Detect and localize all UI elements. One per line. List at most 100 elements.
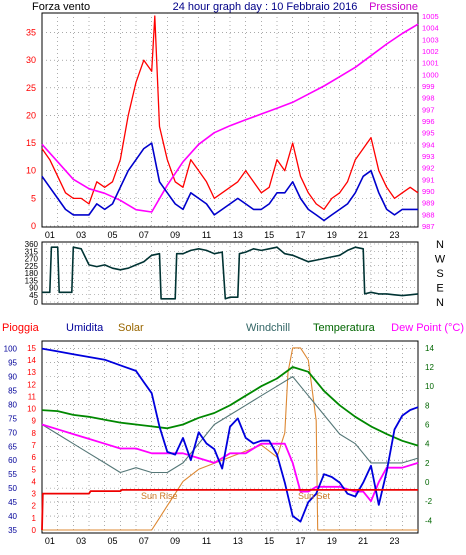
x-tick-label: 11: [202, 230, 211, 240]
rain-y-tick-label: 15: [27, 344, 36, 353]
temperature-y-tick-label: 0: [425, 478, 430, 487]
humidity-y-tick-label: 75: [8, 414, 17, 423]
temperature-y-tick-label: 14: [425, 344, 434, 353]
x-tick-label: 15: [264, 536, 274, 546]
humidity-y-tick-label: 85: [8, 386, 17, 395]
x-tick-label: 13: [233, 230, 243, 240]
pressure-y-tick-label: 999: [422, 82, 435, 91]
sunrise-label: Sun Rise: [141, 491, 178, 501]
humidity-temperature-grid: [42, 341, 418, 533]
solar-label: Solar: [118, 322, 144, 334]
pressure-y-tick-label: 1005: [422, 12, 439, 21]
pressure-y-tick-label: 997: [422, 105, 435, 114]
pressure-y-tick-label: 993: [422, 152, 435, 161]
direction-y-tick-label: 270: [25, 255, 39, 264]
humidity-y-tick-label: 70: [8, 428, 17, 437]
temperature-y-tick-label: 6: [425, 421, 430, 430]
pressure-y-tick-label: 991: [422, 175, 435, 184]
wind-y-tick-label: 35: [26, 28, 36, 38]
pressure-y-tick-label: 1003: [422, 35, 439, 44]
pressure-y-tick-label: 998: [422, 94, 435, 103]
humidity-y-tick-label: 90: [8, 372, 17, 381]
direction-y-tick-label: 90: [29, 284, 38, 293]
pressure-y-tick-label: 992: [422, 164, 435, 173]
x-tick-label: 17: [295, 230, 305, 240]
compass-label: W: [435, 254, 446, 266]
x-tick-label: 07: [139, 230, 149, 240]
x-tick-label: 05: [107, 536, 117, 546]
x-tick-label: 07: [139, 536, 149, 546]
humidity-line: [41, 347, 419, 523]
humidity-y-tick-label: 45: [8, 498, 17, 507]
direction-y-tick-label: 0: [34, 298, 39, 307]
wind-y-tick-label: 10: [26, 166, 36, 176]
temperature-line: [41, 366, 419, 447]
x-tick-label: 09: [170, 230, 180, 240]
pressure-y-tick-label: 1002: [422, 47, 439, 56]
x-tick-label: 17: [295, 536, 305, 546]
x-tick-label: 11: [202, 536, 211, 546]
direction-y-tick-label: 180: [25, 269, 39, 278]
x-tick-label: 19: [327, 536, 337, 546]
temperature-y-tick-label: 4: [425, 440, 430, 449]
x-tick-label: 01: [45, 230, 55, 240]
pressure-y-tick-label: 990: [422, 187, 435, 196]
direction-y-tick-label: 225: [25, 262, 39, 271]
rain-y-tick-label: 9: [32, 417, 37, 426]
wind-y-tick-label: 25: [26, 83, 36, 93]
wind-pressure-grid: [42, 13, 418, 227]
wind-y-tick-label: 0: [31, 221, 36, 231]
wind-y-tick-label: 15: [26, 138, 36, 148]
direction-y-tick-label: 45: [29, 291, 38, 300]
chart-title: 24 hour graph day : 10 Febbraio 2016: [173, 1, 358, 13]
x-tick-label: 21: [358, 230, 368, 240]
wind-y-tick-label: 30: [26, 55, 36, 65]
x-tick-label: 03: [76, 230, 86, 240]
pressure-y-tick-label: 1004: [422, 24, 439, 33]
rain-y-tick-label: 10: [27, 405, 36, 414]
humidity-temperature-series: [41, 347, 419, 531]
compass-label: N: [436, 239, 444, 251]
temperature-label: Temperatura: [313, 322, 376, 334]
rain-y-tick-label: 3: [32, 490, 37, 499]
pressure-line: [41, 23, 419, 213]
compass-label: E: [436, 283, 443, 295]
temperature-y-tick-label: -4: [425, 516, 433, 525]
rain-y-tick-label: 4: [32, 477, 37, 486]
humidity-y-tick-label: 65: [8, 442, 17, 451]
x-tick-label: 21: [358, 536, 368, 546]
compass-label: N: [436, 297, 444, 309]
temperature-y-tick-label: -2: [425, 497, 433, 506]
humidity-y-tick-label: 50: [8, 484, 17, 493]
x-tick-label: 03: [76, 536, 86, 546]
pressure-y-tick-label: 1000: [422, 70, 439, 79]
direction-y-tick-label: 315: [25, 247, 39, 256]
humidity-temperature-ticks: 3540455055606570758085909510001234567891…: [4, 344, 435, 546]
solar-line: [42, 347, 418, 531]
wind-direction-grid: [42, 242, 418, 304]
humidity-y-tick-label: 80: [8, 400, 17, 409]
pressure-y-tick-label: 995: [422, 129, 435, 138]
humidity-y-tick-label: 55: [8, 470, 17, 479]
wind-y-tick-label: 20: [26, 110, 36, 120]
wind-direction-series: [42, 246, 419, 300]
pressure-y-tick-label: 987: [422, 222, 435, 231]
wind-speed-title: Forza vento: [32, 1, 90, 13]
temperature-y-tick-label: 10: [425, 382, 434, 391]
rain-label: Pioggia: [2, 322, 40, 334]
humidity-label: Umidita: [66, 322, 104, 334]
wind-direction-line: [42, 246, 419, 300]
direction-y-tick-label: 360: [25, 240, 39, 249]
rain-y-tick-label: 2: [32, 502, 37, 511]
rain-y-tick-label: 1: [32, 514, 37, 523]
humidity-y-tick-label: 35: [8, 526, 17, 535]
rain-y-tick-label: 5: [32, 465, 37, 474]
x-tick-label: 05: [107, 230, 117, 240]
pressure-title: Pressione: [369, 1, 418, 13]
rain-y-tick-label: 6: [32, 453, 37, 462]
x-tick-label: 15: [264, 230, 274, 240]
humidity-y-tick-label: 40: [8, 512, 17, 521]
humidity-y-tick-label: 100: [4, 345, 18, 354]
